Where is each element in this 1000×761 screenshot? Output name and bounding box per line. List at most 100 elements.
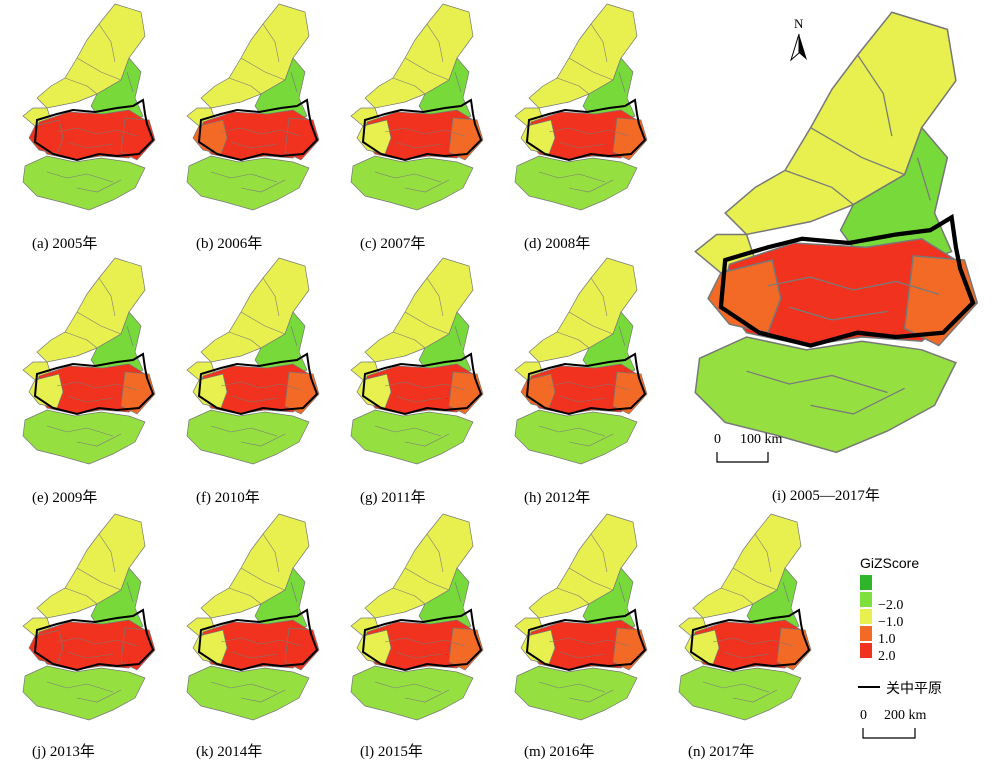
map-small-0 bbox=[22, 3, 156, 211]
region-north bbox=[528, 513, 638, 619]
region-south bbox=[694, 336, 957, 454]
guanzhong-boundary bbox=[718, 213, 976, 348]
region-south bbox=[186, 409, 310, 465]
region-south bbox=[22, 665, 146, 721]
legend-label: 2.0 bbox=[878, 649, 896, 664]
region-north bbox=[528, 3, 638, 109]
region-north bbox=[724, 11, 957, 236]
guanzhong-boundary bbox=[525, 608, 647, 672]
map-large bbox=[694, 11, 979, 454]
panel-caption: (b) 2006年 bbox=[196, 236, 263, 252]
guanzhong-boundary bbox=[525, 98, 647, 162]
scale-zero-label: 0 bbox=[860, 708, 867, 723]
guanzhong-boundary bbox=[197, 352, 319, 416]
legend-label: 1.0 bbox=[878, 632, 896, 647]
legend-swatch bbox=[860, 575, 872, 590]
guanzhong-boundary bbox=[33, 608, 155, 672]
map-small-8 bbox=[22, 513, 156, 721]
map-small-7-panel bbox=[500, 256, 658, 476]
map-small-4 bbox=[22, 257, 156, 465]
region-south bbox=[678, 665, 802, 721]
guanzhong-boundary bbox=[33, 98, 155, 162]
region-south bbox=[514, 409, 638, 465]
region-east_end bbox=[284, 117, 320, 161]
legend-swatch bbox=[860, 592, 872, 607]
map-small-9 bbox=[186, 513, 320, 721]
region-north bbox=[36, 513, 146, 619]
region-south bbox=[186, 155, 310, 211]
map-small-9-panel bbox=[172, 512, 330, 732]
map-small-12-panel bbox=[664, 512, 822, 732]
panel-caption: (k) 2014年 bbox=[196, 744, 263, 760]
region-south bbox=[514, 155, 638, 211]
region-north bbox=[528, 257, 638, 363]
region-south bbox=[22, 155, 146, 211]
region-north bbox=[364, 3, 474, 109]
panel-caption: (l) 2015年 bbox=[360, 744, 423, 760]
map-small-11 bbox=[514, 513, 648, 721]
map-small-2-panel bbox=[336, 2, 494, 222]
region-east_end bbox=[284, 371, 320, 415]
region-north bbox=[692, 513, 802, 619]
large-scale-distance-label: 100 km bbox=[740, 432, 783, 447]
legend-swatch bbox=[860, 643, 872, 658]
panel-caption: (h) 2012年 bbox=[524, 490, 591, 506]
guanzhong-boundary bbox=[33, 352, 155, 416]
map-small-12 bbox=[678, 513, 812, 721]
region-east_end bbox=[120, 627, 156, 671]
guanzhong-boundary bbox=[197, 608, 319, 672]
panel-caption: (m) 2016年 bbox=[524, 744, 595, 760]
region-south bbox=[186, 665, 310, 721]
large-scale-zero-label: 0 bbox=[714, 432, 721, 447]
region-east_end bbox=[448, 371, 484, 415]
region-east_end bbox=[120, 117, 156, 161]
region-north bbox=[36, 3, 146, 109]
region-east_end bbox=[448, 117, 484, 161]
region-east_end bbox=[284, 627, 320, 671]
region-south bbox=[22, 409, 146, 465]
region-north bbox=[200, 3, 310, 109]
region-east_end bbox=[612, 627, 648, 671]
map-small-5 bbox=[186, 257, 320, 465]
region-north bbox=[200, 257, 310, 363]
region-north bbox=[200, 513, 310, 619]
legend-swatch bbox=[860, 626, 872, 641]
map-small-2 bbox=[350, 3, 484, 211]
legend-label: −2.0 bbox=[878, 598, 904, 613]
map-small-1-panel bbox=[172, 2, 330, 222]
guanzhong-boundary bbox=[197, 98, 319, 162]
map-small-1 bbox=[186, 3, 320, 211]
north-arrow-icon bbox=[790, 33, 807, 62]
region-east_end bbox=[612, 371, 648, 415]
map-small-5-panel bbox=[172, 256, 330, 476]
scale-bar bbox=[862, 728, 916, 739]
north-label: N bbox=[794, 16, 804, 31]
map-large-panel bbox=[672, 8, 992, 478]
guanzhong-boundary bbox=[361, 608, 483, 672]
map-small-3-panel bbox=[500, 2, 658, 222]
scale-distance-label: 200 km bbox=[884, 708, 927, 723]
map-small-6-panel bbox=[336, 256, 494, 476]
guanzhong-boundary bbox=[361, 352, 483, 416]
panel-caption: (f) 2010年 bbox=[196, 490, 260, 506]
panel-caption: (e) 2009年 bbox=[32, 490, 98, 506]
region-east_end bbox=[120, 371, 156, 415]
map-small-8-panel bbox=[8, 512, 166, 732]
map-small-10 bbox=[350, 513, 484, 721]
region-north bbox=[364, 513, 474, 619]
panel-caption: (j) 2013年 bbox=[32, 744, 95, 760]
region-east_end bbox=[612, 117, 648, 161]
map-small-10-panel bbox=[336, 512, 494, 732]
map-small-7 bbox=[514, 257, 648, 465]
region-east_end bbox=[448, 627, 484, 671]
region-east_end bbox=[776, 627, 812, 671]
region-south bbox=[350, 409, 474, 465]
legend-title: GiZScore bbox=[860, 555, 920, 571]
map-small-4-panel bbox=[8, 256, 166, 476]
region-north bbox=[36, 257, 146, 363]
map-small-3 bbox=[514, 3, 648, 211]
region-east_end bbox=[903, 255, 979, 347]
large-panel-caption: (i) 2005—2017年 bbox=[772, 488, 880, 504]
guanzhong-boundary bbox=[689, 608, 811, 672]
